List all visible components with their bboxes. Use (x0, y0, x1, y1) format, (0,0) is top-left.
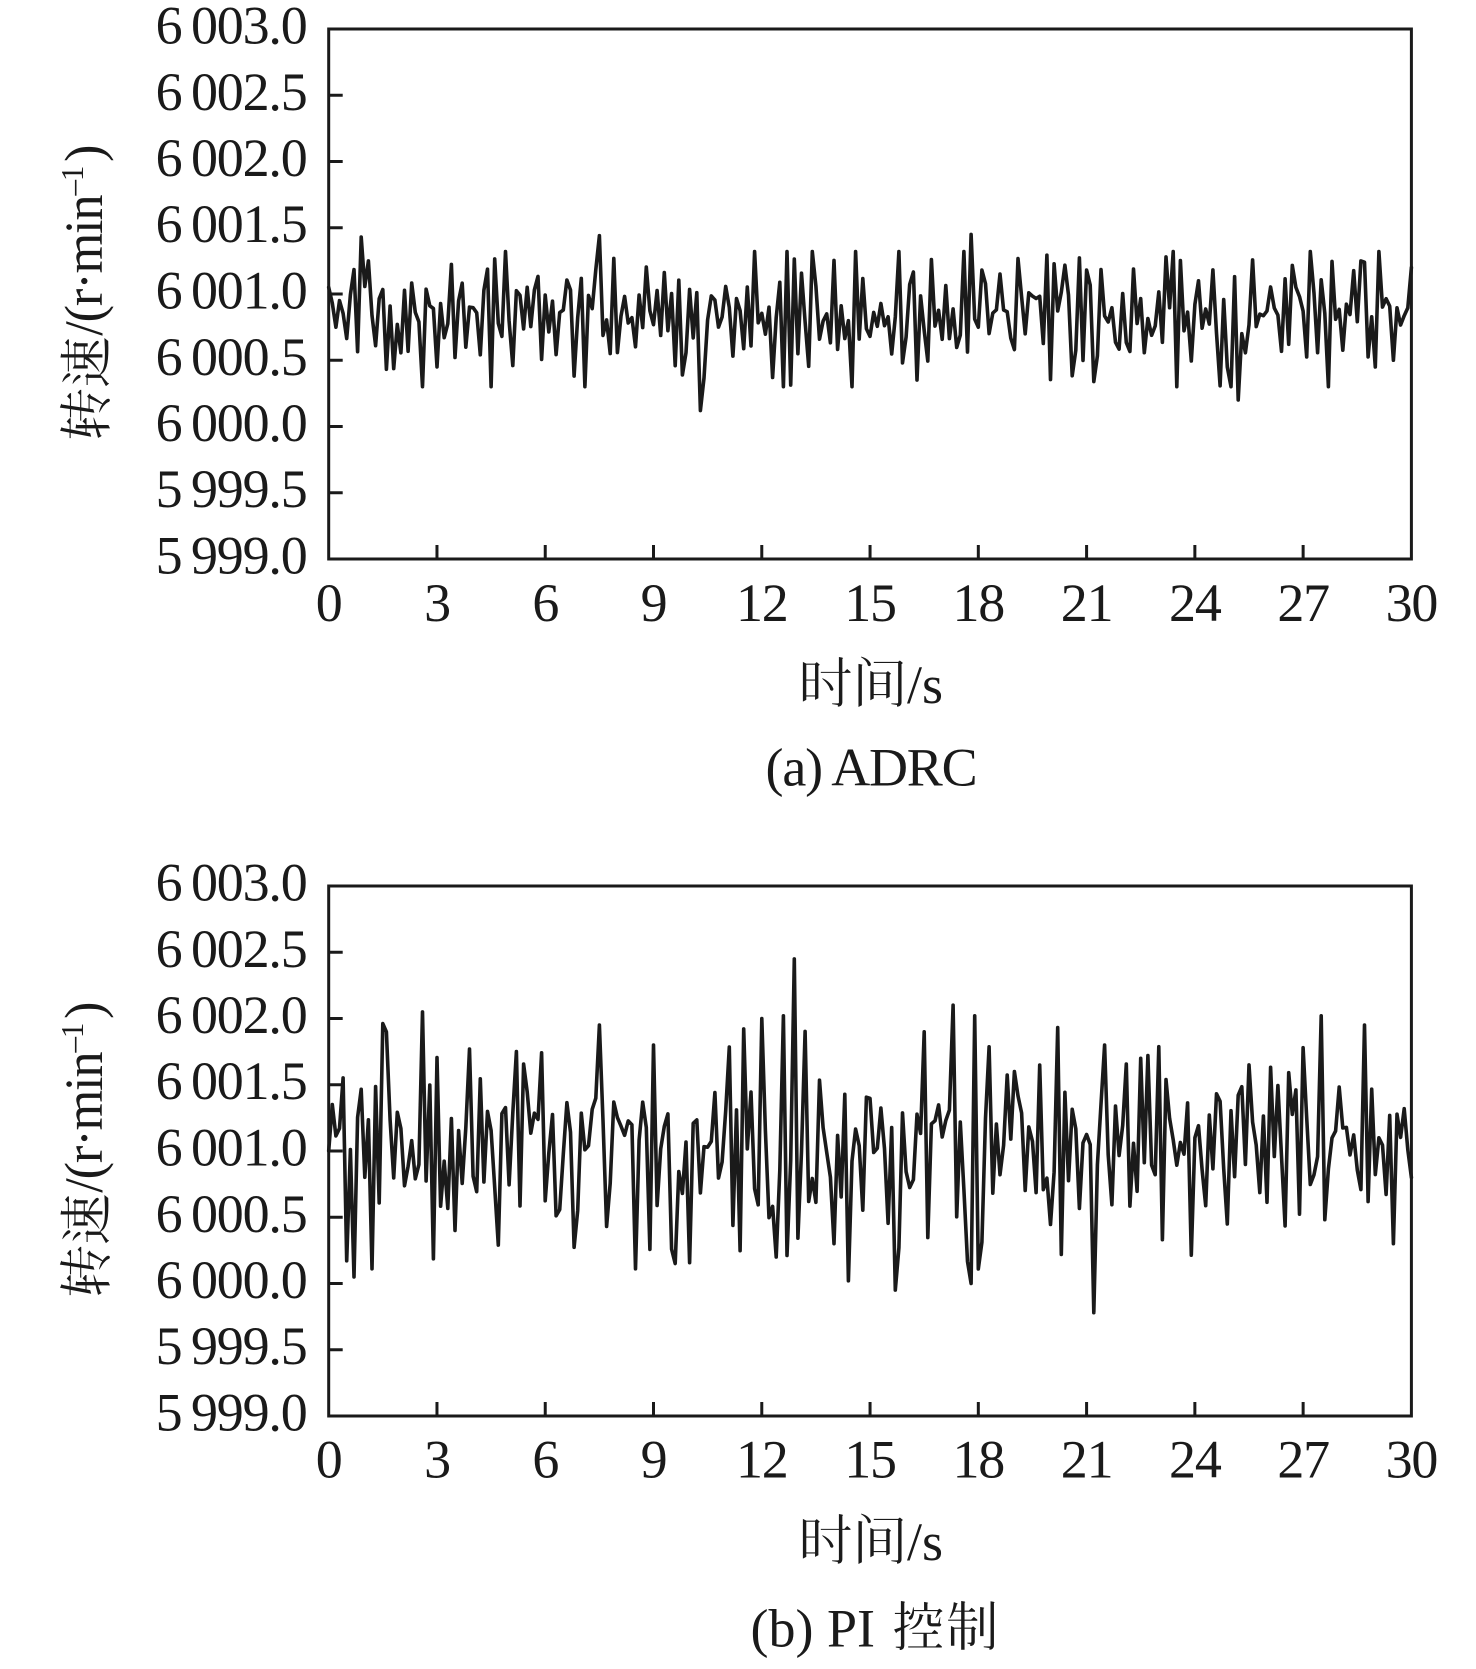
svg-text:0: 0 (316, 1430, 342, 1490)
svg-text:0: 0 (316, 573, 342, 633)
svg-text:6 000.0: 6 000.0 (156, 393, 307, 453)
svg-text:15: 15 (844, 573, 896, 633)
svg-text:5 999.5: 5 999.5 (156, 1316, 307, 1376)
svg-text:6 000.5: 6 000.5 (156, 327, 307, 387)
svg-text:9: 9 (641, 573, 667, 633)
svg-text:18: 18 (953, 573, 1005, 633)
svg-text:6: 6 (532, 1430, 558, 1490)
svg-text:9: 9 (641, 1430, 667, 1490)
svg-text:3: 3 (424, 1430, 450, 1490)
svg-text:5 999.0: 5 999.0 (156, 526, 307, 586)
svg-text:6 001.5: 6 001.5 (156, 194, 307, 254)
svg-text:6 001.5: 6 001.5 (156, 1051, 307, 1111)
svg-text:6 003.0: 6 003.0 (156, 0, 307, 56)
svg-text:15: 15 (844, 1430, 896, 1490)
svg-text:6 000.5: 6 000.5 (156, 1184, 307, 1244)
svg-text:6 001.0: 6 001.0 (156, 1118, 307, 1178)
svg-text:–1: –1 (55, 1024, 91, 1054)
svg-text:): ) (54, 144, 114, 161)
svg-text:21: 21 (1061, 573, 1113, 633)
svg-text:5 999.0: 5 999.0 (156, 1383, 307, 1443)
svg-text:30: 30 (1386, 1430, 1438, 1490)
svg-text:24: 24 (1169, 573, 1222, 633)
svg-text:27: 27 (1277, 1430, 1329, 1490)
svg-text:6 000.0: 6 000.0 (156, 1250, 307, 1310)
svg-text:(a) ADRC: (a) ADRC (766, 738, 977, 798)
svg-text:–1: –1 (55, 167, 91, 197)
svg-text:6 003.0: 6 003.0 (156, 853, 307, 913)
svg-text:/s: /s (907, 1512, 943, 1572)
svg-text:5 999.5: 5 999.5 (156, 459, 307, 519)
svg-text:6 002.0: 6 002.0 (156, 128, 307, 188)
svg-text:): ) (54, 1001, 114, 1018)
svg-text:30: 30 (1386, 573, 1438, 633)
svg-text:6 001.0: 6 001.0 (156, 261, 307, 321)
svg-text:/s: /s (907, 655, 943, 715)
svg-text:21: 21 (1061, 1430, 1113, 1490)
svg-text:27: 27 (1277, 573, 1329, 633)
svg-text:18: 18 (953, 1430, 1005, 1490)
svg-text:(b) PI: (b) PI (751, 1599, 889, 1659)
svg-text:12: 12 (736, 573, 788, 633)
svg-text:6 002.0: 6 002.0 (156, 985, 307, 1045)
svg-text:3: 3 (424, 573, 450, 633)
svg-text:/(r·min: /(r·min (54, 1052, 114, 1193)
svg-text:6: 6 (532, 573, 558, 633)
svg-text:/(r·min: /(r·min (54, 195, 114, 336)
svg-text:12: 12 (736, 1430, 788, 1490)
svg-text:24: 24 (1169, 1430, 1222, 1490)
svg-text:6 002.5: 6 002.5 (156, 919, 307, 979)
svg-text:6 002.5: 6 002.5 (156, 62, 307, 122)
